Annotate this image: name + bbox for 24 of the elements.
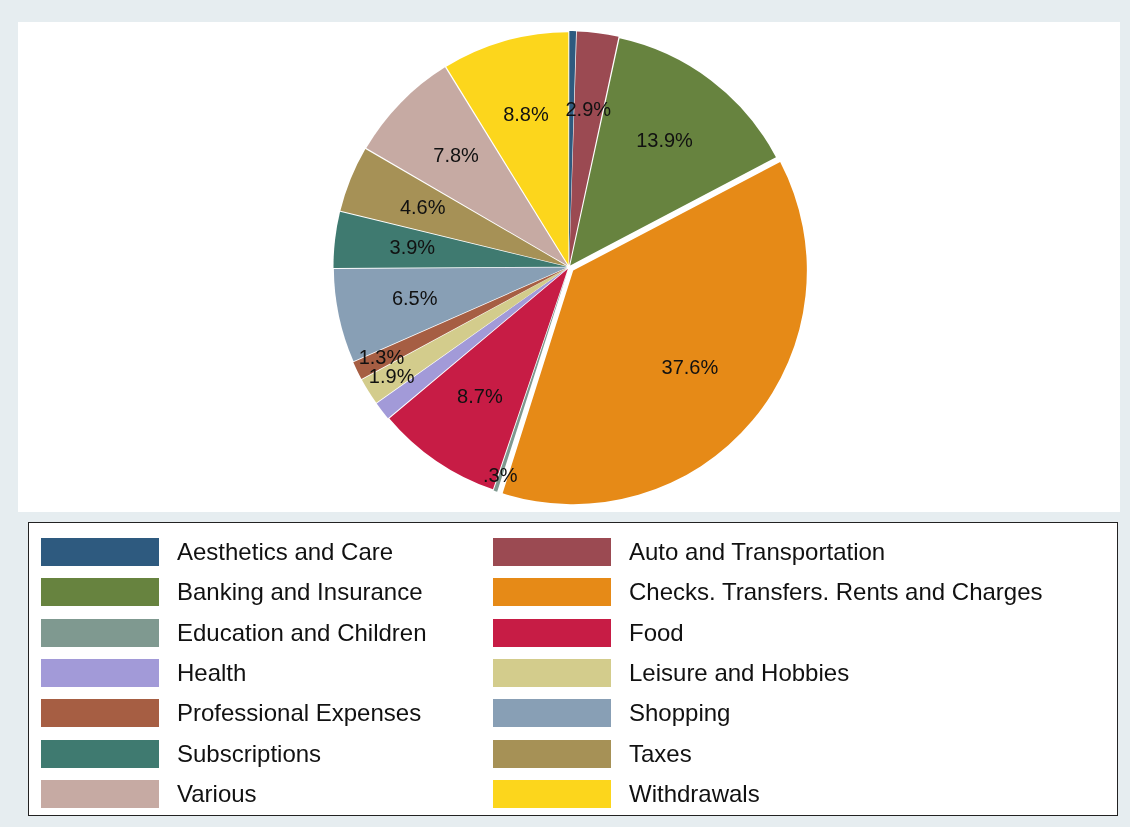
data-label: 3.9% (389, 236, 436, 259)
data-label: 6.5% (391, 287, 438, 310)
legend-label: Various (177, 779, 257, 808)
legend-label: Banking and Insurance (177, 578, 423, 607)
legend-label: Auto and Transportation (629, 538, 886, 566)
data-label: .3% (483, 463, 518, 486)
data-label: 13.9% (636, 128, 694, 151)
legend-label: Health (177, 658, 247, 687)
legend-label: Aesthetics and Care (177, 538, 394, 566)
legend-label: Professional Expenses (177, 699, 422, 728)
legend-label: Checks. Transfers. Rents and Charges (629, 578, 1043, 607)
data-label: 4.6% (399, 195, 446, 218)
legend-label: Subscriptions (177, 739, 322, 768)
legend-label: Shopping (629, 699, 731, 728)
data-label: 1.9% (368, 364, 415, 387)
legend-label: Withdrawals (629, 779, 760, 808)
legend-label: Education and Children (177, 618, 427, 647)
data-label: 7.8% (433, 144, 480, 167)
legend-label: Taxes (629, 739, 692, 768)
data-label: 37.6% (661, 355, 719, 378)
data-label: 8.8% (503, 102, 549, 125)
legend-label: Food (629, 618, 684, 647)
data-label: 8.7% (457, 384, 503, 407)
legend-label: Leisure and Hobbies (629, 658, 850, 687)
